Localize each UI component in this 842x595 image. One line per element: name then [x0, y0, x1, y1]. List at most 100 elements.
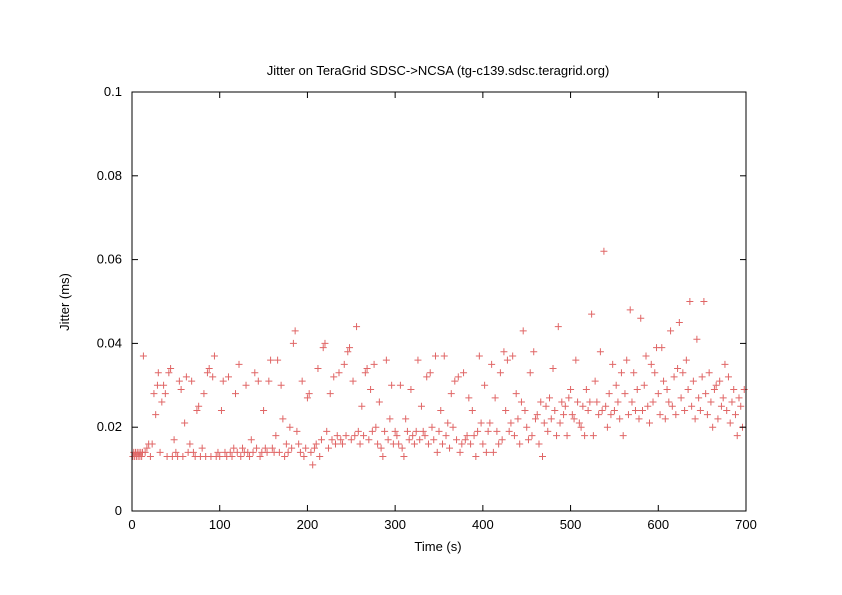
- y-axis-label: Jitter (ms): [57, 273, 72, 331]
- data-point: [447, 390, 455, 398]
- data-point: [141, 448, 149, 456]
- data-point: [379, 453, 387, 461]
- data-point: [282, 440, 290, 448]
- data-point: [421, 432, 429, 440]
- data-point: [193, 406, 201, 414]
- data-point: [519, 327, 527, 335]
- data-point: [702, 390, 710, 398]
- data-point: [405, 436, 413, 444]
- data-point: [321, 339, 329, 347]
- data-point: [614, 398, 622, 406]
- data-point: [460, 369, 468, 377]
- data-point: [272, 432, 280, 440]
- data-point: [682, 356, 690, 364]
- data-point: [691, 415, 699, 423]
- data-point: [342, 432, 350, 440]
- data-point: [388, 381, 396, 389]
- data-point: [440, 352, 448, 360]
- axis-ticks: 0 100 200 300 400 500 600 700 0 0.02 0.04 0.06 0.08 0…: [97, 84, 757, 532]
- data-point: [344, 348, 352, 356]
- data-point: [549, 365, 557, 373]
- data-point: [279, 415, 287, 423]
- data-point: [465, 394, 473, 402]
- data-point: [716, 377, 724, 385]
- x-tick-label: 400: [472, 517, 494, 532]
- data-point: [470, 432, 478, 440]
- data-point: [556, 419, 564, 427]
- data-point: [182, 373, 190, 381]
- data-point: [374, 440, 382, 448]
- data-point: [616, 415, 624, 423]
- x-tick-label: 200: [297, 517, 319, 532]
- data-point: [598, 406, 606, 414]
- data-point: [398, 444, 406, 452]
- x-tick-label: 0: [128, 517, 135, 532]
- data-point: [712, 381, 720, 389]
- data-point: [635, 415, 643, 423]
- data-point: [232, 390, 240, 398]
- data-point: [161, 390, 169, 398]
- data-point: [528, 432, 536, 440]
- data-point: [377, 444, 385, 452]
- data-point: [317, 436, 325, 444]
- data-point: [544, 427, 552, 435]
- data-point: [561, 402, 569, 410]
- data-point: [502, 406, 510, 414]
- data-point: [637, 314, 645, 322]
- data-point: [649, 398, 657, 406]
- data-point: [495, 440, 503, 448]
- data-point: [572, 356, 580, 364]
- data-point: [605, 390, 613, 398]
- data-point: [409, 432, 417, 440]
- data-point: [651, 369, 659, 377]
- data-point: [672, 411, 680, 419]
- data-point: [523, 423, 531, 431]
- data-point: [200, 390, 208, 398]
- data-point: [356, 440, 364, 448]
- data-point: [560, 411, 568, 419]
- data-point: [393, 432, 401, 440]
- data-point: [696, 406, 704, 414]
- data-point: [428, 423, 436, 431]
- data-point: [456, 448, 464, 456]
- data-point: [509, 352, 517, 360]
- data-point: [305, 390, 313, 398]
- data-point: [261, 444, 269, 452]
- data-point: [249, 448, 257, 456]
- data-point: [609, 360, 617, 368]
- plot-frame: [131, 91, 747, 512]
- data-point: [496, 369, 504, 377]
- data-point: [368, 427, 376, 435]
- data-point: [647, 360, 655, 368]
- data-point: [467, 440, 475, 448]
- data-point: [150, 390, 158, 398]
- data-point: [603, 423, 611, 431]
- data-point: [654, 390, 662, 398]
- data-point: [417, 402, 425, 410]
- data-point: [239, 444, 247, 452]
- data-point: [395, 440, 403, 448]
- data-point: [431, 352, 439, 360]
- y-tick-label: 0.1: [104, 84, 122, 99]
- data-point: [472, 453, 480, 461]
- data-point: [233, 448, 241, 456]
- data-point: [631, 406, 639, 414]
- data-point: [416, 436, 424, 444]
- data-point: [646, 419, 654, 427]
- data-point: [617, 369, 625, 377]
- data-point: [407, 385, 415, 393]
- data-point: [224, 373, 232, 381]
- data-point: [628, 398, 636, 406]
- data-point: [728, 398, 736, 406]
- data-point: [717, 402, 725, 410]
- data-point: [700, 298, 708, 305]
- data-point: [237, 453, 245, 461]
- data-point: [353, 323, 361, 331]
- data-point: [331, 440, 339, 448]
- data-point: [216, 453, 224, 461]
- data-point: [260, 406, 268, 414]
- data-point: [210, 352, 218, 360]
- data-point: [703, 411, 711, 419]
- data-point: [314, 365, 322, 373]
